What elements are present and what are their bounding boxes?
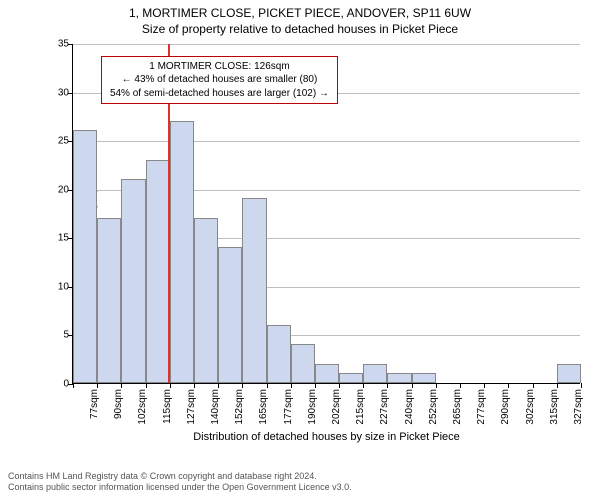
y-tick-label: 30 — [58, 87, 69, 98]
histogram-bar — [73, 130, 97, 383]
x-tick-mark — [581, 383, 582, 388]
x-tick-label: 215sqm — [355, 389, 366, 425]
histogram-bar — [291, 344, 315, 383]
histogram-bar — [387, 373, 411, 383]
x-tick-mark — [412, 383, 413, 388]
x-tick-mark — [436, 383, 437, 388]
x-tick-mark — [146, 383, 147, 388]
x-tick-mark — [73, 383, 74, 388]
y-tick-label: 5 — [63, 330, 69, 341]
x-tick-label: 190sqm — [307, 389, 318, 425]
histogram-bar — [412, 373, 436, 383]
footer-line-1: Contains HM Land Registry data © Crown c… — [8, 471, 352, 483]
footer-text: Contains HM Land Registry data © Crown c… — [8, 471, 352, 494]
annotation-line-2: ← 43% of detached houses are smaller (80… — [110, 73, 329, 87]
x-tick-mark — [508, 383, 509, 388]
x-tick-label: 202sqm — [331, 389, 342, 425]
x-tick-mark — [97, 383, 98, 388]
x-tick-mark — [242, 383, 243, 388]
histogram-bar — [339, 373, 363, 383]
x-tick-mark — [557, 383, 558, 388]
x-tick-label: 140sqm — [210, 389, 221, 425]
x-tick-mark — [291, 383, 292, 388]
x-tick-mark — [218, 383, 219, 388]
x-tick-mark — [460, 383, 461, 388]
title-block: 1, MORTIMER CLOSE, PICKET PIECE, ANDOVER… — [0, 0, 600, 36]
histogram-bar — [267, 325, 291, 383]
x-tick-label: 302sqm — [525, 389, 536, 425]
histogram-bar — [557, 364, 581, 383]
x-axis-label: Distribution of detached houses by size … — [193, 431, 460, 443]
title-line-1: 1, MORTIMER CLOSE, PICKET PIECE, ANDOVER… — [0, 6, 600, 20]
x-tick-label: 77sqm — [89, 389, 100, 419]
histogram-bar — [97, 218, 121, 383]
x-tick-label: 102sqm — [137, 389, 148, 425]
x-tick-mark — [533, 383, 534, 388]
footer-line-2: Contains public sector information licen… — [8, 482, 352, 494]
grid-line — [73, 141, 580, 142]
x-tick-label: 290sqm — [500, 389, 511, 425]
plot-area: Distribution of detached houses by size … — [72, 44, 580, 384]
chart-container: Number of detached properties Distributi… — [50, 44, 580, 414]
y-tick-label: 25 — [58, 136, 69, 147]
x-tick-mark — [339, 383, 340, 388]
x-tick-label: 240sqm — [404, 389, 415, 425]
y-tick-label: 20 — [58, 184, 69, 195]
title-line-2: Size of property relative to detached ho… — [0, 22, 600, 36]
x-tick-mark — [484, 383, 485, 388]
x-tick-label: 152sqm — [234, 389, 245, 425]
x-tick-label: 127sqm — [186, 389, 197, 425]
histogram-bar — [242, 198, 266, 383]
x-tick-label: 277sqm — [476, 389, 487, 425]
y-tick-label: 10 — [58, 281, 69, 292]
annotation-line-1: 1 MORTIMER CLOSE: 126sqm — [110, 60, 329, 74]
annotation-line-3: 54% of semi-detached houses are larger (… — [110, 87, 329, 101]
y-tick-label: 35 — [58, 39, 69, 50]
x-tick-label: 265sqm — [452, 389, 463, 425]
x-tick-mark — [387, 383, 388, 388]
histogram-bar — [218, 247, 242, 383]
x-tick-label: 327sqm — [573, 389, 584, 425]
histogram-bar — [170, 121, 194, 383]
x-tick-label: 115sqm — [162, 389, 173, 424]
y-tick-label: 0 — [63, 379, 69, 390]
histogram-bar — [121, 179, 145, 383]
x-tick-label: 315sqm — [549, 389, 560, 425]
histogram-bar — [194, 218, 218, 383]
histogram-bar — [315, 364, 339, 383]
x-tick-label: 177sqm — [283, 389, 294, 425]
x-tick-mark — [315, 383, 316, 388]
x-tick-mark — [121, 383, 122, 388]
x-tick-mark — [267, 383, 268, 388]
x-tick-label: 227sqm — [379, 389, 390, 425]
histogram-bar — [146, 160, 170, 383]
x-tick-mark — [194, 383, 195, 388]
histogram-bar — [363, 364, 387, 383]
x-tick-label: 90sqm — [113, 389, 124, 419]
annotation-box: 1 MORTIMER CLOSE: 126sqm← 43% of detache… — [101, 56, 338, 105]
x-tick-label: 252sqm — [428, 389, 439, 425]
grid-line — [73, 44, 580, 45]
x-tick-mark — [170, 383, 171, 388]
x-tick-label: 165sqm — [258, 389, 269, 425]
y-tick-label: 15 — [58, 233, 69, 244]
x-tick-mark — [363, 383, 364, 388]
